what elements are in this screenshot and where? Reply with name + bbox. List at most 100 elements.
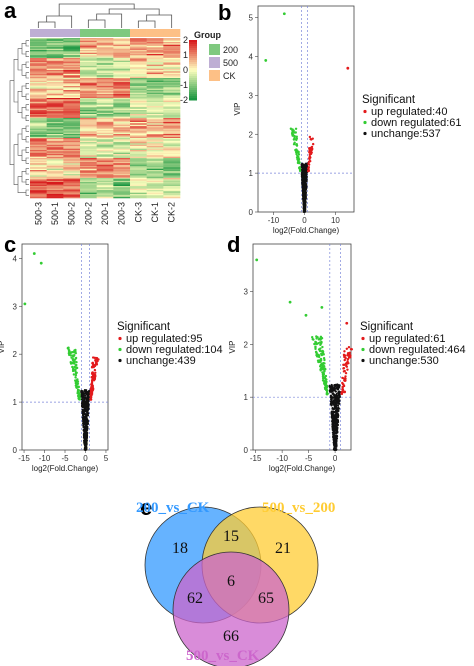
heatmap-cell <box>46 190 64 192</box>
y-tick-label: 1 <box>13 398 18 407</box>
point-unchange <box>329 388 332 391</box>
heatmap-cell <box>146 186 164 188</box>
heatmap-cell <box>96 140 114 143</box>
heatmap-cell <box>146 130 164 132</box>
heatmap-cell <box>163 188 181 191</box>
heatmap-cell <box>80 94 97 96</box>
dendrogram-link <box>21 128 26 140</box>
heatmap-cell <box>113 102 131 104</box>
heatmap-cell <box>146 83 164 85</box>
heatmap-cell <box>96 182 114 184</box>
heatmap-cell <box>80 128 97 131</box>
heatmap-cell <box>146 159 164 161</box>
heatmap-cell <box>146 52 164 55</box>
point-up-regulated <box>90 392 94 396</box>
heatmap-cell <box>96 170 114 172</box>
heatmap-cell <box>46 152 64 155</box>
y-tick-label: 0 <box>13 446 18 455</box>
heatmap-cell <box>80 144 97 147</box>
heatmap-cell <box>113 94 131 96</box>
point-up-regulated <box>310 138 313 141</box>
heatmap-cell <box>146 59 164 61</box>
point-up-regulated <box>90 366 94 369</box>
point-up-regulated <box>346 360 349 363</box>
heatmap-cell <box>163 107 181 109</box>
legend-title: Significant <box>360 321 414 333</box>
point-down-regulated <box>295 152 298 156</box>
point-up-regulated <box>89 396 93 399</box>
point-down-regulated <box>76 378 79 381</box>
heatmap-cell <box>80 39 97 41</box>
heatmap-cell <box>113 183 131 185</box>
heatmap-cell <box>113 115 131 117</box>
heatmap-cell <box>163 184 181 187</box>
heatmap-cell <box>130 194 147 196</box>
heatmap-cell <box>80 38 97 40</box>
point-up-regulated <box>344 371 348 375</box>
heatmap-cell <box>30 58 47 60</box>
x-tick-label: -15 <box>250 454 262 463</box>
heatmap-cell <box>63 38 81 40</box>
heatmap-cell <box>146 192 164 195</box>
dendrogram-link <box>58 3 135 16</box>
heatmap-cell <box>46 95 64 97</box>
y-tick-label: 4 <box>13 254 18 263</box>
heatmap-cell <box>96 155 114 157</box>
heatmap-cell <box>130 188 147 191</box>
x-tick-label: -10 <box>276 454 288 463</box>
heatmap-cell <box>46 87 64 89</box>
heatmap-cell <box>146 111 164 113</box>
heatmap-cell <box>113 112 131 115</box>
point-down-regulated <box>311 336 314 339</box>
heatmap-cell <box>163 135 181 137</box>
heatmap-cell <box>46 191 64 193</box>
point-down-regulated <box>71 358 75 361</box>
heatmap-cell <box>46 143 64 145</box>
heatmap-cell <box>63 112 81 115</box>
heatmap-cell <box>163 86 181 88</box>
heatmap-cell <box>163 138 181 140</box>
heatmap-cell <box>130 160 147 163</box>
heatmap-cell <box>130 191 147 193</box>
heatmap-cell <box>113 66 131 68</box>
heatmap-cell <box>30 172 47 175</box>
point-up-regulated <box>346 368 349 371</box>
heatmap-cell <box>80 75 97 77</box>
point-unchange <box>85 417 88 420</box>
point-up-regulated <box>344 377 347 380</box>
heatmap-cell <box>80 195 97 197</box>
heatmap-cell <box>80 68 97 71</box>
point-up-regulated <box>341 388 344 391</box>
heatmap-cell <box>96 128 114 131</box>
x-tick-label: 0 <box>333 454 338 463</box>
heatmap-cell <box>130 111 147 113</box>
heatmap-cell <box>163 131 181 133</box>
heatmap-cell <box>146 190 164 192</box>
colorbar-segment <box>189 86 197 89</box>
point-unchange <box>85 406 89 409</box>
heatmap-cell <box>46 110 64 112</box>
group-bar-cell <box>96 29 114 37</box>
heatmap-cell <box>46 38 64 40</box>
heatmap-cell <box>80 80 97 83</box>
heatmap-cell <box>163 134 181 136</box>
heatmap-cell <box>63 127 81 129</box>
heatmap-cell <box>113 51 131 53</box>
heatmap-cell <box>130 123 147 125</box>
heatmap-cell <box>163 82 181 84</box>
heatmap-cell <box>113 127 131 129</box>
heatmap-cell <box>146 162 164 164</box>
heatmap-cell <box>30 99 47 101</box>
heatmap-cell <box>130 171 147 173</box>
heatmap-cell <box>30 143 47 145</box>
point-outlier <box>343 390 347 394</box>
heatmap-cell <box>46 99 64 101</box>
point-unchange <box>302 173 305 176</box>
heatmap-cell <box>146 156 164 159</box>
venn-region-count: 15 <box>223 528 239 545</box>
heatmap-cell <box>46 142 64 144</box>
point-down-regulated <box>325 393 329 396</box>
heatmap-cell <box>163 80 181 83</box>
heatmap-cell <box>80 116 97 119</box>
heatmap-cell <box>80 64 97 67</box>
